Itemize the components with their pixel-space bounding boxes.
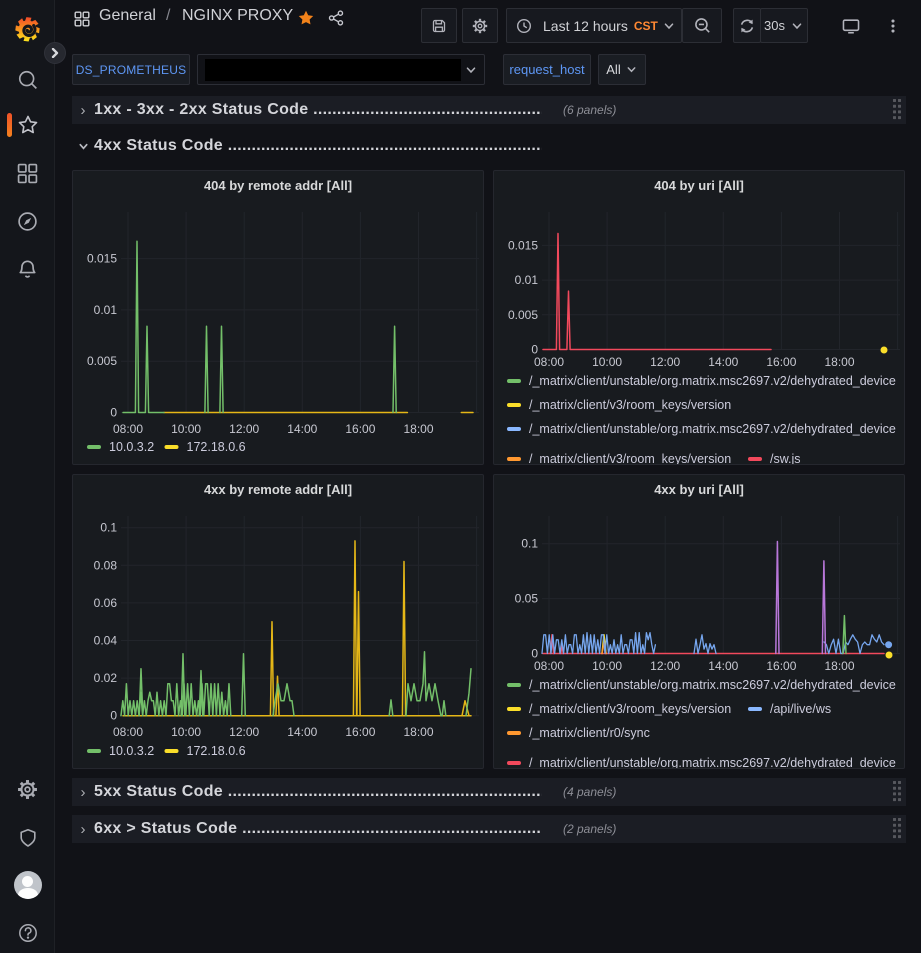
svg-text:16:00: 16:00 <box>766 659 796 673</box>
svg-text:16:00: 16:00 <box>345 725 375 739</box>
svg-text:10:00: 10:00 <box>171 422 201 436</box>
svg-text:0: 0 <box>531 343 538 357</box>
svg-text:0.04: 0.04 <box>94 634 118 648</box>
svg-text:18:00: 18:00 <box>824 355 854 369</box>
svg-text:10:00: 10:00 <box>592 659 622 673</box>
svg-text:/_matrix/client/v3/room_keys/v: /_matrix/client/v3/room_keys/version <box>529 452 731 465</box>
svg-text:0.005: 0.005 <box>508 308 538 322</box>
svg-text:/sw.js: /sw.js <box>770 452 801 465</box>
svg-text:12:00: 12:00 <box>650 355 680 369</box>
svg-text:10.0.3.2: 10.0.3.2 <box>109 440 154 454</box>
svg-text:0.005: 0.005 <box>87 354 117 368</box>
svg-text:/_matrix/client/v3/room_keys/v: /_matrix/client/v3/room_keys/version <box>529 702 731 716</box>
svg-text:0.08: 0.08 <box>94 558 118 572</box>
svg-text:172.18.0.6: 172.18.0.6 <box>187 744 246 758</box>
svg-text:16:00: 16:00 <box>345 422 375 436</box>
svg-text:08:00: 08:00 <box>113 725 143 739</box>
svg-text:/_matrix/client/v3/room_keys/v: /_matrix/client/v3/room_keys/version <box>529 398 731 412</box>
svg-text:12:00: 12:00 <box>229 725 259 739</box>
svg-text:14:00: 14:00 <box>708 659 738 673</box>
svg-text:12:00: 12:00 <box>650 659 680 673</box>
svg-text:08:00: 08:00 <box>113 422 143 436</box>
svg-text:0.01: 0.01 <box>94 303 118 317</box>
svg-text:14:00: 14:00 <box>708 355 738 369</box>
svg-text:0: 0 <box>531 647 538 661</box>
svg-text:0: 0 <box>110 709 117 723</box>
svg-text:14:00: 14:00 <box>287 422 317 436</box>
svg-text:0: 0 <box>110 406 117 420</box>
svg-text:18:00: 18:00 <box>824 659 854 673</box>
svg-text:/_matrix/client/unstable/org.m: /_matrix/client/unstable/org.matrix.msc2… <box>529 756 896 769</box>
svg-text:0.05: 0.05 <box>515 592 539 606</box>
svg-text:0.06: 0.06 <box>94 596 118 610</box>
svg-text:16:00: 16:00 <box>766 355 796 369</box>
svg-text:0.1: 0.1 <box>100 521 117 535</box>
svg-text:0.01: 0.01 <box>515 273 539 287</box>
svg-text:/api/live/ws: /api/live/ws <box>770 702 831 716</box>
svg-text:14:00: 14:00 <box>287 725 317 739</box>
svg-text:0.015: 0.015 <box>508 238 538 252</box>
svg-text:/_matrix/client/unstable/org.m: /_matrix/client/unstable/org.matrix.msc2… <box>529 422 896 436</box>
svg-text:/_matrix/client/unstable/org.m: /_matrix/client/unstable/org.matrix.msc2… <box>529 678 896 692</box>
svg-text:0.015: 0.015 <box>87 252 117 266</box>
svg-text:172.18.0.6: 172.18.0.6 <box>187 440 246 454</box>
svg-text:/_matrix/client/unstable/org.m: /_matrix/client/unstable/org.matrix.msc2… <box>529 374 896 388</box>
svg-text:08:00: 08:00 <box>534 659 564 673</box>
svg-text:18:00: 18:00 <box>403 725 433 739</box>
svg-text:10:00: 10:00 <box>592 355 622 369</box>
svg-text:18:00: 18:00 <box>403 422 433 436</box>
svg-text:10:00: 10:00 <box>171 725 201 739</box>
svg-text:/_matrix/client/r0/sync: /_matrix/client/r0/sync <box>529 726 650 740</box>
svg-text:10.0.3.2: 10.0.3.2 <box>109 744 154 758</box>
svg-text:08:00: 08:00 <box>534 355 564 369</box>
svg-text:0.02: 0.02 <box>94 671 118 685</box>
svg-text:12:00: 12:00 <box>229 422 259 436</box>
svg-text:0.1: 0.1 <box>521 537 538 551</box>
